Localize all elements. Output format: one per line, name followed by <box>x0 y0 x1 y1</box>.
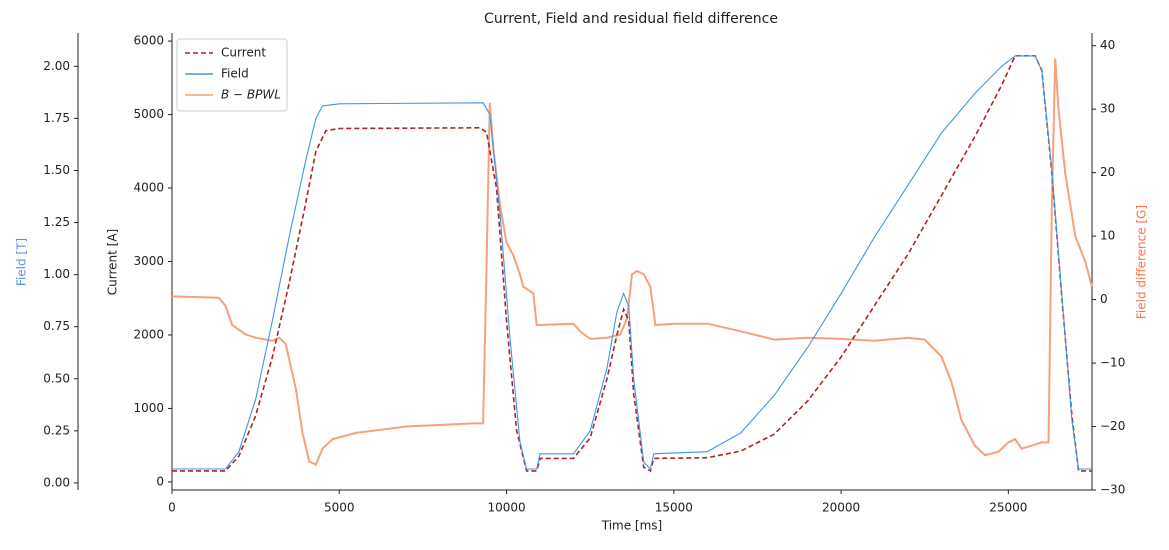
x-tick-label: 15000 <box>655 501 693 515</box>
y2-tick-label: 20 <box>1100 165 1115 179</box>
y2-tick-label: 0 <box>1100 292 1108 306</box>
y2-axis-label: Field difference [G] <box>1135 205 1149 319</box>
chart-title: Current, Field and residual field differ… <box>484 11 778 27</box>
y-tick-label: 0 <box>156 474 164 488</box>
y-tick-label: 1000 <box>133 401 164 415</box>
field-tick-label: 1.75 <box>43 111 70 125</box>
y-tick-label: 4000 <box>133 181 164 195</box>
legend-label: Field <box>221 67 249 81</box>
y2-tick-label: 30 <box>1100 102 1115 116</box>
y2-tick-label: −20 <box>1100 419 1125 433</box>
legend <box>176 38 288 112</box>
field-tick-label: 1.50 <box>43 163 70 177</box>
series-line <box>172 55 1092 473</box>
series-line <box>172 55 1092 471</box>
field-tick-label: 0.50 <box>43 371 70 385</box>
x-axis-label: Time [ms] <box>601 519 663 533</box>
y-tick-label: 6000 <box>133 34 164 48</box>
field-tick-label: 1.25 <box>43 215 70 229</box>
field-tick-label: 0.00 <box>43 475 70 489</box>
legend-label: Current <box>221 46 266 60</box>
x-tick-label: 5000 <box>324 501 355 515</box>
field-tick-label: 0.25 <box>43 423 70 437</box>
field-axis-label: Field [T] <box>15 238 29 286</box>
field-tick-label: 1.00 <box>43 267 70 281</box>
y-tick-label: 2000 <box>133 327 164 341</box>
y2-tick-label: 40 <box>1100 38 1115 52</box>
series-line <box>171 58 1093 466</box>
x-tick-label: 10000 <box>487 501 525 515</box>
y-axis-label: Current [A] <box>106 229 120 295</box>
x-tick-label: 25000 <box>989 501 1027 515</box>
y2-tick-label: 10 <box>1100 229 1115 243</box>
plot-area <box>171 55 1093 473</box>
field-tick-label: 2.00 <box>43 59 70 73</box>
x-tick-label: 0 <box>168 501 176 515</box>
y2-tick-label: −30 <box>1100 483 1125 497</box>
field-tick-label: 0.75 <box>43 319 70 333</box>
y2-tick-label: −10 <box>1100 356 1125 370</box>
y-tick-label: 3000 <box>133 254 164 268</box>
x-tick-label: 20000 <box>822 501 860 515</box>
legend-label: B − BPWL <box>221 88 281 102</box>
y-tick-label: 5000 <box>133 107 164 121</box>
